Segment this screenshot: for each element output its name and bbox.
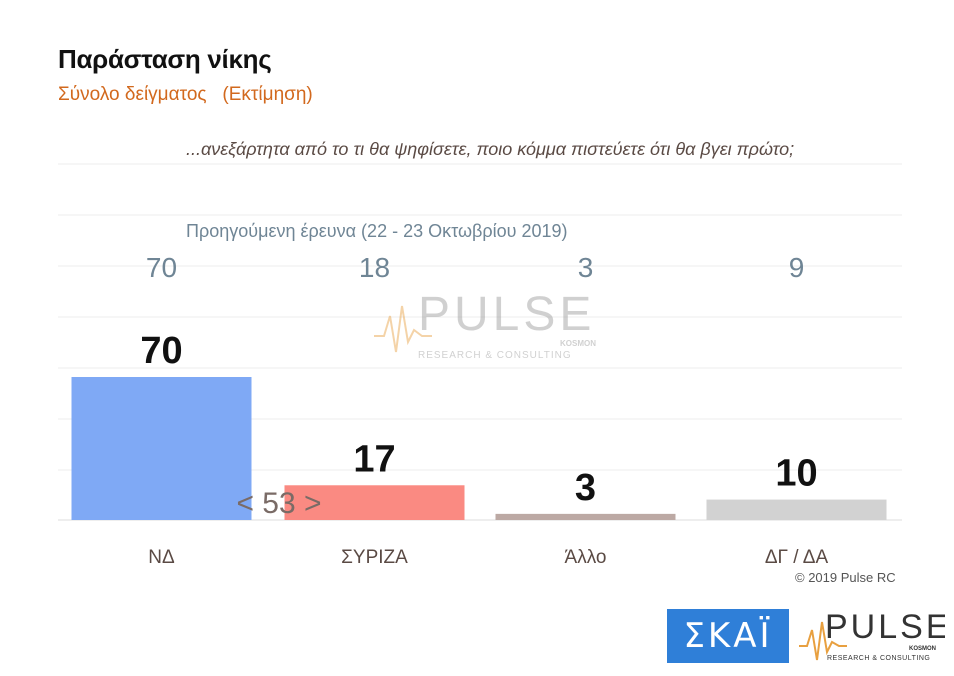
value-label-2: 3 xyxy=(575,467,596,509)
previous-value-2: 3 xyxy=(578,252,594,283)
value-label-1: 17 xyxy=(353,438,395,480)
margin-annotation: < 53 > xyxy=(236,487,321,520)
svg-text:RESEARCH & CONSULTING: RESEARCH & CONSULTING xyxy=(418,350,572,361)
category-label-3: ΔΓ / ΔΑ xyxy=(765,547,829,568)
svg-text:PULSE: PULSE xyxy=(825,608,945,646)
previous-value-0: 70 xyxy=(146,252,177,283)
copyright-text: © 2019 Pulse RC xyxy=(795,570,896,585)
previous-survey-label: Προηγούμενη έρευνα (22 - 23 Οκτωβρίου 20… xyxy=(186,221,568,241)
previous-value-1: 18 xyxy=(359,252,390,283)
category-label-0: ΝΔ xyxy=(148,547,175,568)
bar-0 xyxy=(71,377,252,520)
svg-text:RESEARCH & CONSULTING: RESEARCH & CONSULTING xyxy=(827,655,930,662)
skai-logo: ΣΚΑΪ xyxy=(667,609,789,663)
bar-chart: 70 70 ΝΔ 17 18 ΣΥΡΙΖΑ 3 3 Άλλο 10 9 ΔΓ / ΔΑ < 53 > xyxy=(58,163,902,568)
category-label-2: Άλλο xyxy=(565,547,607,568)
bar-1 xyxy=(284,485,465,520)
pulse-watermark-logo: PULSE KOSMON RESEARCH & CONSULTING xyxy=(374,288,596,361)
value-label-3: 10 xyxy=(775,453,817,495)
category-label-1: ΣΥΡΙΖΑ xyxy=(341,547,408,568)
survey-question: ...ανεξάρτητα από το τι θα ψηφίσετε, ποι… xyxy=(186,139,795,159)
svg-text:KOSMON: KOSMON xyxy=(909,646,936,652)
value-label-0: 70 xyxy=(140,330,182,372)
chart-subtitle: Σύνολο δείγματος (Εκτίμηση) xyxy=(58,84,313,105)
bar-2 xyxy=(495,513,676,520)
svg-text:KOSMON: KOSMON xyxy=(560,339,596,348)
chart-title: Παράσταση νίκης xyxy=(58,44,272,74)
bar-3 xyxy=(706,499,887,520)
pulse-logo: PULSE KOSMON RESEARCH & CONSULTING xyxy=(799,608,945,662)
previous-value-3: 9 xyxy=(789,252,805,283)
svg-text:PULSE: PULSE xyxy=(418,288,595,341)
